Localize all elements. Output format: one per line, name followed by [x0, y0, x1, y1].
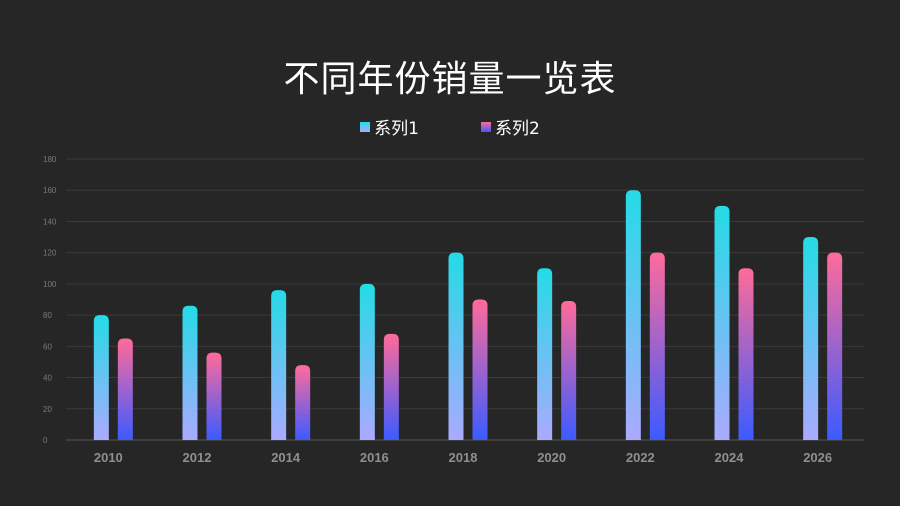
x-tick-label: 2018	[449, 450, 478, 465]
legend-label-series-1: 系列1	[374, 119, 419, 139]
bar-series-2-2012	[206, 352, 222, 440]
chart-title: 不同年份销量一览表	[283, 59, 617, 100]
x-tick-label: 2026	[803, 450, 832, 465]
bar-series-2-2022	[649, 252, 665, 440]
bar-series-2-2014	[295, 365, 311, 440]
bar-series-1-2016	[359, 283, 375, 440]
y-tick-label: 100	[43, 280, 57, 289]
legend-item-series-1: 系列1	[360, 114, 419, 139]
y-tick-label: 80	[43, 311, 52, 320]
x-tick-label: 2016	[360, 450, 389, 465]
x-tick-label: 2012	[183, 450, 212, 465]
y-tick-label: 20	[43, 405, 52, 414]
x-tick-label: 2024	[715, 450, 745, 465]
bar-series-1-2010	[93, 315, 109, 440]
x-tick-label: 2020	[537, 450, 566, 465]
legend-item-series-2: 系列2	[481, 114, 540, 139]
y-tick-label: 160	[43, 186, 57, 195]
x-tick-label: 2014	[271, 450, 301, 465]
legend: 系列1 系列2	[0, 114, 900, 139]
y-tick-label: 180	[43, 155, 57, 164]
bar-series-1-2026	[803, 237, 819, 440]
y-tick-label: 60	[43, 342, 52, 351]
bar-series-1-2014	[271, 290, 287, 440]
bar-series-2-2010	[117, 338, 133, 440]
y-tick-label: 40	[43, 374, 52, 383]
bar-series-1-2020	[537, 268, 553, 440]
legend-label-series-2: 系列2	[495, 119, 540, 139]
x-tick-label: 2022	[626, 450, 655, 465]
bar-series-1-2018	[448, 252, 464, 440]
bar-series-1-2022	[625, 190, 641, 440]
y-tick-label: 0	[43, 436, 48, 445]
legend-swatch-series-2	[481, 121, 491, 132]
bar-series-2-2020	[561, 301, 577, 440]
bar-series-2-2026	[827, 252, 843, 440]
bar-series-2-2016	[383, 333, 399, 440]
x-tick-label: 2010	[94, 450, 123, 465]
bar-series-2-2018	[472, 299, 488, 440]
bar-series-2-2024	[738, 268, 754, 440]
legend-swatch-series-1	[360, 121, 371, 132]
bar-series-1-2012	[182, 305, 198, 440]
y-tick-label: 120	[43, 249, 57, 258]
y-tick-label: 140	[43, 217, 57, 226]
bar-series-1-2024	[714, 205, 730, 440]
